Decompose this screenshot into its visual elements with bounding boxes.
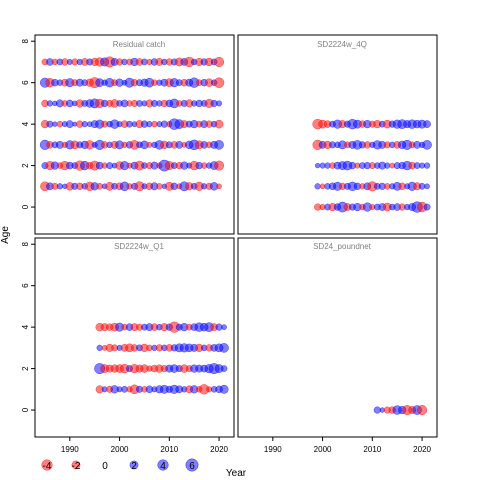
panel-title-sd24-poundnet: SD24_poundnet	[313, 242, 372, 251]
x-tick-label: 2010	[363, 445, 381, 454]
x-tick-label: 2010	[160, 445, 178, 454]
legend-label: -2	[72, 461, 81, 472]
data-point	[423, 120, 431, 128]
data-point	[373, 406, 381, 414]
data-point	[214, 160, 225, 171]
legend-label: -4	[43, 461, 52, 472]
x-tick-label: 2000	[111, 445, 129, 454]
legend-marker	[129, 460, 139, 470]
legend-label: 2	[131, 461, 137, 472]
y-tick-label: 4	[21, 324, 30, 329]
panel-title-sd2224w-q1: SD2224w_Q1	[114, 242, 164, 251]
y-axis-label: Age	[0, 226, 11, 244]
panel-frame	[237, 34, 438, 235]
data-point	[219, 343, 229, 353]
x-tick-label: 2000	[314, 445, 332, 454]
data-point	[96, 182, 104, 190]
data-point	[156, 183, 163, 190]
data-point	[214, 140, 224, 150]
legend-label: 6	[189, 461, 195, 472]
panel-title-sd2224w-4q: SD2224w_4Q	[317, 40, 367, 49]
data-point	[423, 162, 431, 169]
data-point	[221, 324, 227, 330]
data-point	[220, 365, 228, 372]
panel-title-residual-catch: Residual catch	[113, 40, 165, 49]
legend-label: 0	[102, 461, 108, 472]
data-point	[417, 405, 428, 416]
data-point	[213, 77, 225, 88]
x-tick-label: 1990	[61, 445, 79, 454]
data-point	[46, 120, 54, 128]
y-tick-label: 4	[21, 121, 30, 126]
data-point	[219, 384, 229, 394]
x-tick-label: 2020	[210, 445, 228, 454]
legend-marker	[185, 458, 199, 472]
data-point	[384, 162, 391, 169]
panel-frame	[34, 34, 235, 235]
y-tick-label: 8	[21, 241, 30, 246]
data-point	[56, 183, 63, 190]
y-tick-label: 8	[21, 38, 30, 43]
legend-marker	[41, 459, 53, 471]
data-point	[214, 119, 224, 129]
data-point	[424, 183, 430, 190]
data-point	[46, 100, 54, 107]
data-point	[126, 120, 133, 128]
data-point	[216, 183, 222, 190]
y-tick-label: 0	[21, 204, 30, 209]
data-point	[214, 56, 225, 67]
legend-label: 4	[160, 461, 166, 472]
y-tick-label: 2	[21, 366, 30, 371]
data-point	[96, 344, 103, 351]
x-tick-label: 1990	[264, 445, 282, 454]
legend-marker	[157, 459, 169, 471]
x-axis-label: Year	[226, 468, 247, 479]
y-tick-label: 6	[21, 283, 30, 288]
x-tick-label: 2020	[413, 445, 431, 454]
data-point	[422, 140, 432, 150]
data-point	[423, 203, 431, 211]
y-tick-label: 6	[21, 80, 30, 85]
data-point	[52, 121, 58, 127]
data-point	[314, 162, 321, 169]
data-point	[314, 183, 321, 190]
y-tick-label: 2	[21, 163, 30, 168]
panel-frame	[34, 237, 235, 438]
data-point	[65, 120, 74, 128]
data-point	[81, 121, 88, 128]
y-tick-label: 0	[21, 407, 30, 412]
data-point	[216, 100, 223, 107]
panel-frame	[237, 237, 438, 438]
legend-marker	[71, 460, 81, 470]
